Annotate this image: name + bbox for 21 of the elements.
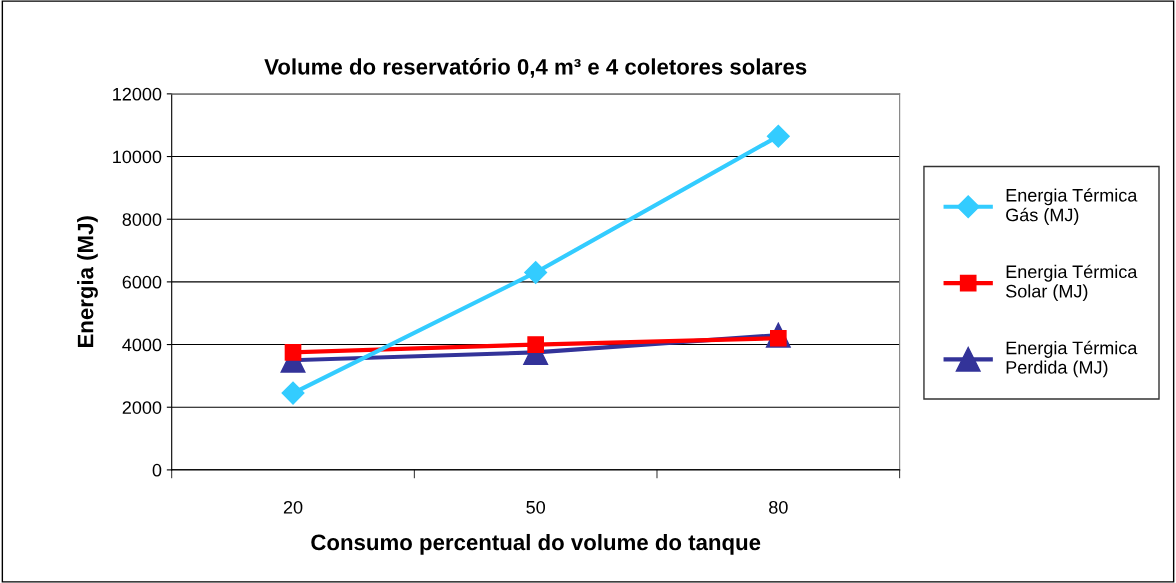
point <box>766 124 790 148</box>
y-tick-label: 12000 <box>113 87 162 101</box>
legend-label: Energia Térmica Gás (MJ) <box>1006 188 1138 225</box>
y-tick-label: 6000 <box>122 275 162 289</box>
point <box>527 336 545 353</box>
y-tick-label: 0 <box>152 463 162 477</box>
y-axis-title: Energia (MJ) <box>77 216 98 348</box>
point <box>524 260 548 284</box>
x-tick-label: 20 <box>283 500 303 514</box>
point <box>284 344 302 361</box>
x-axis-title: Consumo percentual do volume do tanque <box>311 533 761 555</box>
y-tick-label: 10000 <box>113 150 162 164</box>
point <box>281 381 305 405</box>
chart-title: Volume do reservatório 0,4 m³ e 4 coletores solares <box>264 58 807 78</box>
legend-label: Energia Térmica Perdida (MJ) <box>1006 340 1138 378</box>
y-tick-label: 4000 <box>122 338 162 352</box>
y-tick-label: 2000 <box>122 401 162 414</box>
x-tick-label: 50 <box>526 500 545 514</box>
y-tick-label: 8000 <box>122 213 162 226</box>
legend-label: Energia Térmica Solar (MJ) <box>1006 264 1138 302</box>
x-tick-label: 80 <box>769 500 788 514</box>
